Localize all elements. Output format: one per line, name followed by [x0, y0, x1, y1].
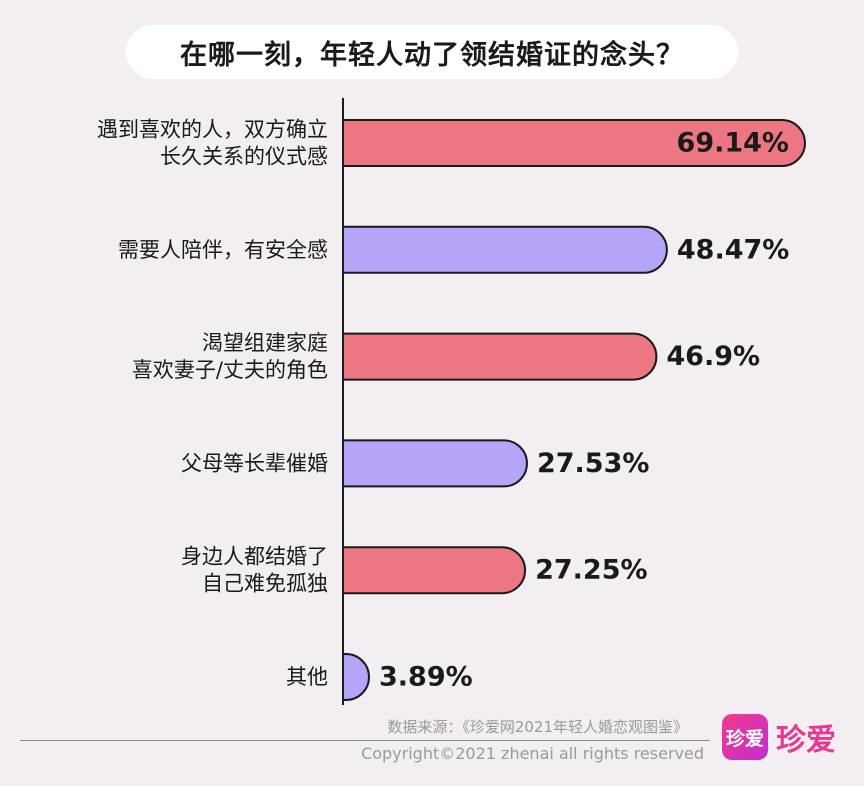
bar-3: [342, 439, 528, 488]
value-label-5: 3.89%: [379, 662, 473, 693]
chart-title: 在哪一刻，年轻人动了领结婚证的念头？: [126, 25, 738, 79]
bar-5: [342, 653, 370, 701]
category-label-4-0: 身边人都结婚了: [181, 545, 328, 569]
value-label-0: 69.14%: [677, 128, 789, 159]
category-label-3-0: 父母等长辈催婚: [181, 451, 328, 475]
data-source: 数据来源：《珍爱网2021年轻人婚恋观图鉴》: [387, 718, 688, 736]
value-label-1: 48.47%: [677, 234, 789, 265]
value-label-3: 27.53%: [537, 448, 649, 479]
category-label-2-1: 喜欢妻子/丈夫的角色: [132, 358, 328, 382]
copyright-text: Copyright©2021 zhenai all rights reserve…: [361, 744, 704, 763]
bar-0: [342, 119, 806, 167]
bar-2: [342, 332, 658, 381]
value-label-2: 46.9%: [666, 341, 760, 372]
category-label-4-1: 自己难免孤独: [202, 572, 328, 596]
zhenai-logo-text: 珍爱: [776, 723, 836, 758]
category-label-0-0: 遇到喜欢的人，双方确立: [97, 118, 328, 142]
category-label-0-1: 长久关系的仪式感: [160, 145, 328, 169]
category-label-5-0: 其他: [286, 665, 328, 689]
value-label-4: 27.25%: [535, 555, 647, 586]
bar-4: [342, 546, 527, 595]
footer-divider: [20, 740, 710, 741]
zhenai-logo-icon: 珍爱: [722, 714, 768, 760]
bar-1: [342, 225, 668, 274]
category-label-1-0: 需要人陪伴，有安全感: [118, 238, 328, 262]
category-label-2-0: 渴望组建家庭: [202, 331, 328, 355]
